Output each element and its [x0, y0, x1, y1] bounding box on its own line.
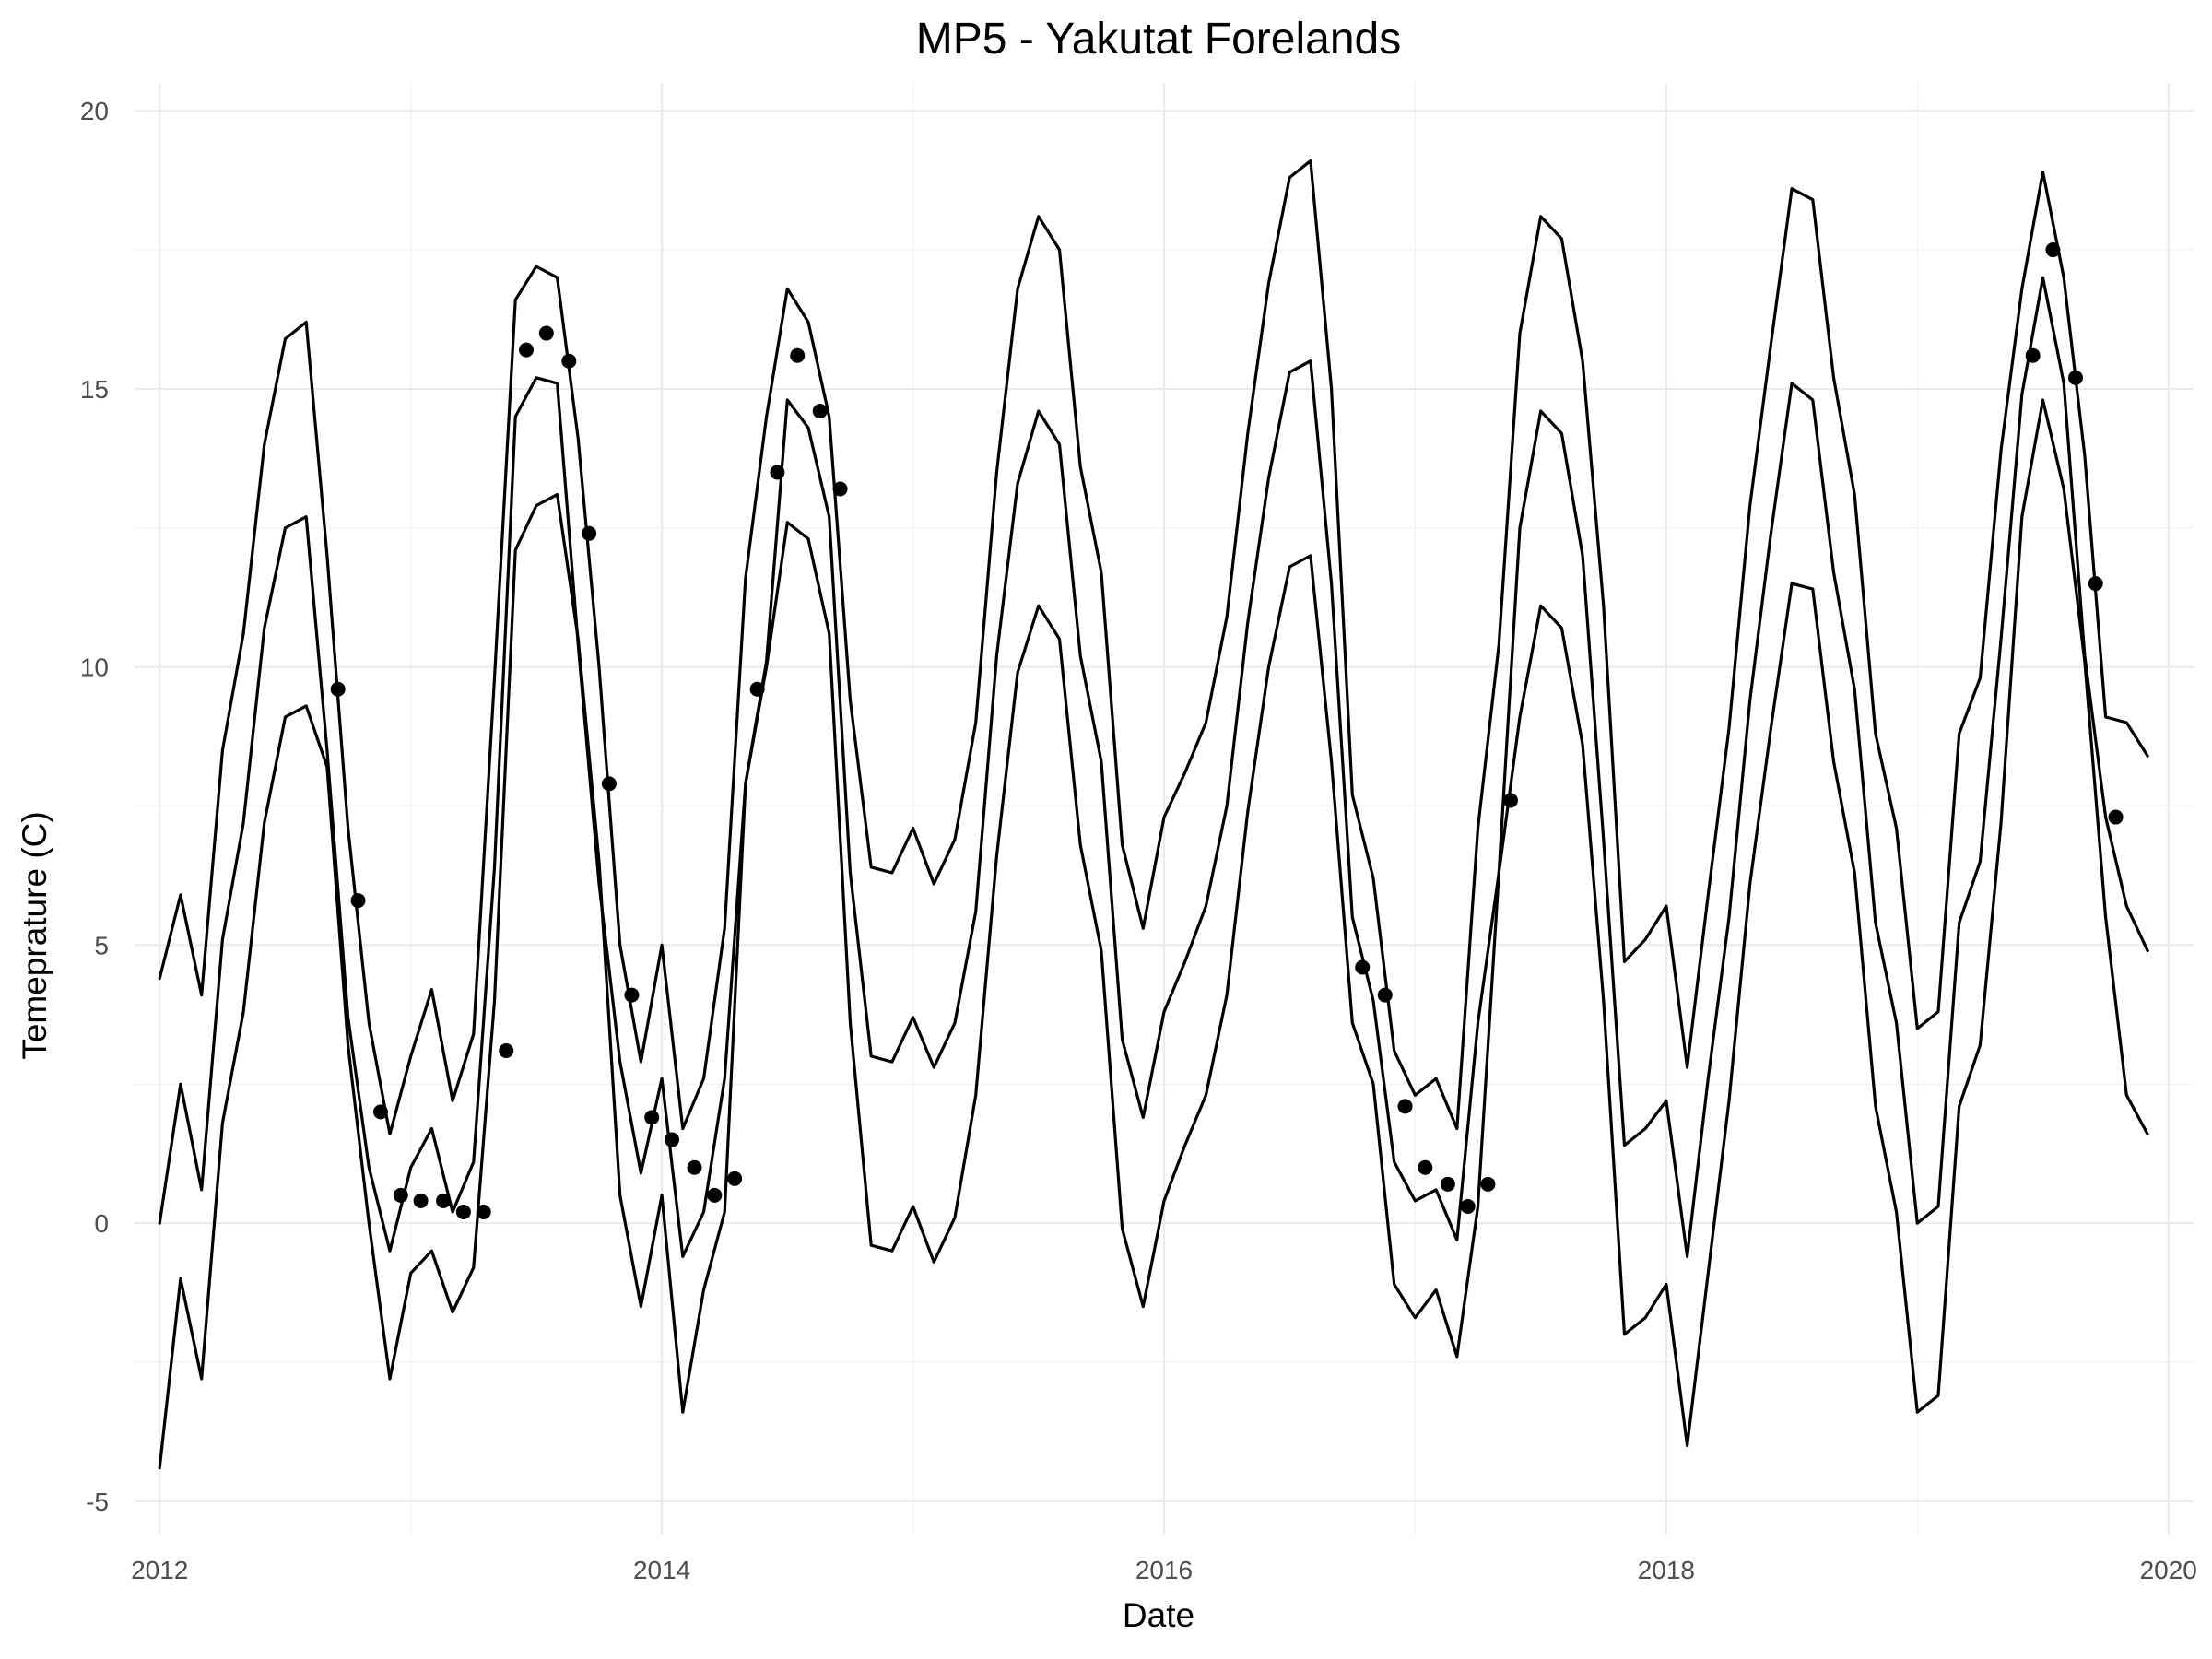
- series-lines: [158, 159, 2149, 1470]
- observation-point: [1440, 1176, 1455, 1192]
- observation-point: [476, 1205, 491, 1219]
- observation-point: [727, 1171, 743, 1186]
- observation-point: [372, 1104, 388, 1120]
- series-line-3: [158, 398, 2149, 1470]
- observation-point: [436, 1193, 452, 1208]
- observation-point: [2088, 576, 2103, 592]
- observation-point: [350, 893, 366, 909]
- observation-point: [644, 1110, 660, 1125]
- observation-point: [1480, 1176, 1496, 1192]
- observation-point: [1418, 1159, 1433, 1175]
- observation-point: [1355, 959, 1371, 975]
- observation-point: [582, 525, 597, 541]
- y-tick-label: 10: [80, 653, 109, 682]
- y-tick-label: 15: [80, 375, 109, 404]
- observation-point: [1397, 1099, 1413, 1114]
- observation-point: [538, 325, 554, 341]
- x-axis-title: Date: [1123, 1596, 1194, 1634]
- observation-point: [1460, 1198, 1476, 1214]
- observation-points: [330, 242, 2124, 1219]
- x-tick-label: 2012: [131, 1556, 188, 1584]
- grid: [135, 83, 2194, 1535]
- x-tick-label: 2018: [1638, 1556, 1695, 1584]
- observation-point: [770, 465, 785, 480]
- series-line-2: [158, 276, 2149, 1258]
- observation-point: [2025, 347, 2041, 363]
- observation-point: [1377, 987, 1393, 1003]
- observation-point: [2067, 370, 2083, 385]
- observation-point: [749, 681, 765, 697]
- observation-point: [393, 1187, 408, 1203]
- observation-point: [665, 1132, 680, 1147]
- observation-point: [790, 347, 806, 363]
- observation-point: [707, 1187, 723, 1203]
- y-tick-label: 5: [94, 931, 109, 959]
- observation-point: [687, 1159, 702, 1175]
- y-axis-title: Temeprature (C): [16, 811, 53, 1059]
- observation-point: [561, 353, 577, 369]
- y-tick-label: -5: [86, 1488, 109, 1516]
- observation-point: [601, 776, 617, 792]
- y-tick-label: 0: [94, 1209, 109, 1238]
- x-tick-label: 2020: [2140, 1556, 2197, 1584]
- observation-point: [2045, 242, 2061, 258]
- chart-title: MP5 - Yakutat Forelands: [916, 15, 1401, 64]
- observation-point: [413, 1193, 429, 1208]
- observation-point: [499, 1043, 514, 1058]
- y-tick-label: 20: [80, 97, 109, 125]
- observation-point: [330, 681, 346, 697]
- tick-labels: -5 0 5 10 15 20 2012 2014 2016 2018 2020: [80, 97, 2197, 1584]
- observation-point: [455, 1205, 471, 1219]
- observation-point: [812, 404, 828, 419]
- x-tick-label: 2014: [633, 1556, 690, 1584]
- series-line-1: [158, 159, 2149, 1136]
- observation-point: [1502, 793, 1518, 808]
- x-tick-label: 2016: [1135, 1556, 1193, 1584]
- observation-point: [519, 342, 535, 358]
- observation-point: [832, 481, 848, 497]
- observation-point: [624, 987, 640, 1003]
- observation-point: [2108, 809, 2124, 825]
